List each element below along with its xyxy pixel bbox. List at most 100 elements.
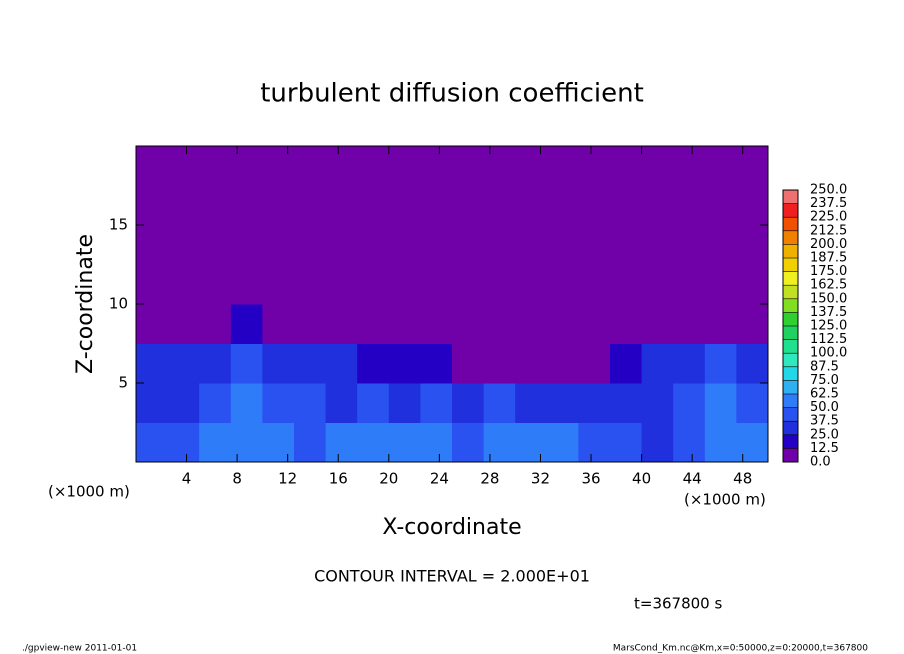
colorbar-swatch xyxy=(783,285,798,299)
heatmap-cell xyxy=(262,343,295,384)
heatmap-cell xyxy=(704,146,737,186)
heatmap-cell xyxy=(420,383,453,423)
heatmap-cell xyxy=(388,422,421,463)
heatmap-cell xyxy=(610,343,643,384)
colorbar-label: 137.5 xyxy=(810,305,847,320)
heatmap-cell xyxy=(515,304,548,344)
heatmap-cell xyxy=(483,383,516,423)
heatmap-cell xyxy=(452,343,485,384)
heatmap-cell xyxy=(357,304,390,344)
heatmap-cell xyxy=(483,304,516,344)
heatmap-cell xyxy=(325,264,358,305)
time-label: t=367800 s xyxy=(634,595,722,613)
heatmap-cell xyxy=(483,343,516,384)
heatmap-cell xyxy=(736,343,769,384)
heatmap-cell xyxy=(673,185,706,226)
heatmap-cell xyxy=(578,146,611,186)
heatmap-cell xyxy=(230,304,263,344)
heatmap-cell xyxy=(325,422,358,463)
heatmap-cell xyxy=(294,185,327,226)
x-tick-label: 48 xyxy=(733,470,752,488)
colorbar-swatch xyxy=(783,271,798,286)
heatmap-cell xyxy=(325,343,358,384)
heatmap-cell xyxy=(578,343,611,384)
heatmap-cell xyxy=(357,343,390,384)
heatmap-cell xyxy=(736,146,769,186)
x-tick-label: 28 xyxy=(480,470,499,488)
heatmap-cell xyxy=(325,146,358,186)
heatmap-cell xyxy=(515,264,548,305)
x-tick-label: 24 xyxy=(430,470,449,488)
colorbar-swatch xyxy=(783,312,798,326)
colorbar-label: 50.0 xyxy=(810,400,839,415)
heatmap-cell xyxy=(294,422,327,463)
heatmap-cell xyxy=(673,343,706,384)
x-tick-label: 20 xyxy=(379,470,398,488)
heatmap-cell xyxy=(610,264,643,305)
heatmap-cell xyxy=(546,343,579,384)
heatmap-cell xyxy=(230,264,263,305)
heatmap-cell xyxy=(325,225,358,265)
heatmap-cell xyxy=(262,304,295,344)
heatmap-cell xyxy=(262,422,295,463)
colorbar-swatch xyxy=(783,366,798,381)
heatmap-cell xyxy=(167,304,200,344)
heatmap-cell xyxy=(230,146,263,186)
heatmap-cell xyxy=(230,422,263,463)
heatmap-cell xyxy=(230,343,263,384)
colorbar-label: 237.5 xyxy=(810,196,847,211)
heatmap-cell xyxy=(420,264,453,305)
heatmap-cell xyxy=(167,383,200,423)
colorbar-swatch xyxy=(783,339,798,354)
heatmap-cell xyxy=(357,146,390,186)
colorbar-label: 225.0 xyxy=(810,210,847,225)
heatmap-cell xyxy=(357,225,390,265)
colorbar-swatch xyxy=(783,421,798,435)
x-axis-label: X-coordinate xyxy=(382,515,521,540)
heatmap-cell xyxy=(578,422,611,463)
heatmap-cell xyxy=(357,383,390,423)
heatmap-cell xyxy=(673,304,706,344)
heatmap-cell xyxy=(673,146,706,186)
heatmap-cell xyxy=(452,185,485,226)
heatmap-cell xyxy=(483,185,516,226)
heatmap-cell xyxy=(546,422,579,463)
heatmap-cell xyxy=(262,146,295,186)
heatmap-cell xyxy=(420,343,453,384)
heatmap-cell xyxy=(704,225,737,265)
heatmap-cell xyxy=(230,383,263,423)
heatmap-cell xyxy=(325,304,358,344)
heatmap-cell xyxy=(136,304,169,344)
heatmap-cell xyxy=(641,185,674,226)
x-unit-label: (×1000 m) xyxy=(48,483,130,501)
colorbar-swatch xyxy=(783,217,798,231)
heatmap-cell xyxy=(704,264,737,305)
heatmap-cell xyxy=(420,304,453,344)
heatmap-cell xyxy=(546,146,579,186)
heatmap-cell xyxy=(167,225,200,265)
heatmap-cell xyxy=(736,422,769,463)
heatmap-cell xyxy=(357,264,390,305)
x-tick-label: 32 xyxy=(531,470,550,488)
heatmap-cell xyxy=(199,146,232,186)
heatmap-cell xyxy=(388,225,421,265)
heatmap-cell xyxy=(388,146,421,186)
heatmap-cell xyxy=(578,264,611,305)
colorbar-swatch xyxy=(783,298,798,313)
footer-right: MarsCond_Km.nc@Km,x=0:50000,z=0:20000,t=… xyxy=(613,644,868,654)
heatmap-cell xyxy=(199,225,232,265)
colorbar-label: 125.0 xyxy=(810,319,847,334)
heatmap-cell xyxy=(167,264,200,305)
heatmap-cell xyxy=(610,225,643,265)
heatmap-cell xyxy=(420,422,453,463)
heatmap-cell xyxy=(641,304,674,344)
heatmap-cell xyxy=(136,264,169,305)
heatmap-cell xyxy=(230,225,263,265)
heatmap-cell xyxy=(325,383,358,423)
heatmap-cell xyxy=(736,264,769,305)
heatmap-cell xyxy=(136,383,169,423)
heatmap-cell xyxy=(641,264,674,305)
heatmap-cell xyxy=(199,304,232,344)
heatmap-cell xyxy=(420,146,453,186)
colorbar-swatch xyxy=(783,244,798,258)
